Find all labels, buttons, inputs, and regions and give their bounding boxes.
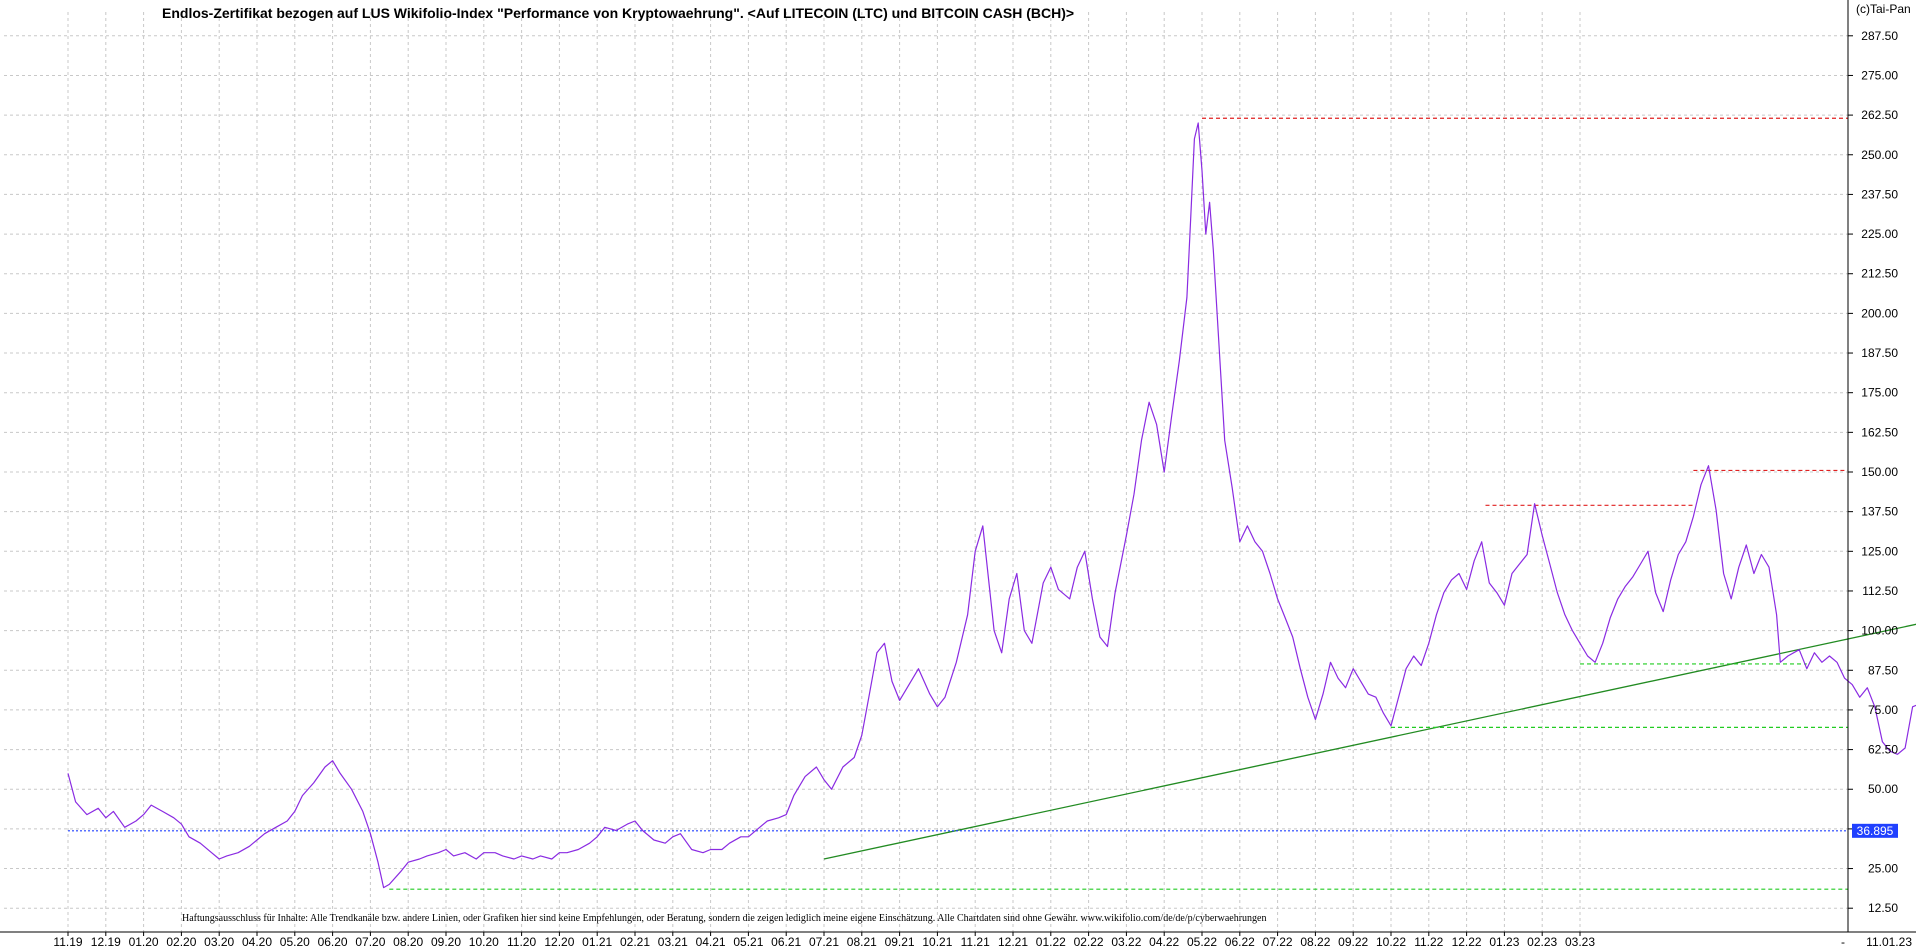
x-tick-label: 08.21 bbox=[847, 935, 877, 949]
y-tick-label: 225.00 bbox=[1861, 227, 1898, 241]
y-tick-label: 12.50 bbox=[1868, 901, 1898, 915]
y-tick-label: 150.00 bbox=[1861, 465, 1898, 479]
x-tick-label: 08.20 bbox=[393, 935, 423, 949]
y-tick-label: 237.50 bbox=[1861, 187, 1898, 201]
grid bbox=[4, 12, 1848, 932]
x-tick-label: 03.21 bbox=[658, 935, 688, 949]
y-tick-label: 50.00 bbox=[1868, 782, 1898, 796]
x-tick-label: 12.21 bbox=[998, 935, 1028, 949]
x-tick-label: 12.20 bbox=[544, 935, 574, 949]
y-tick-label: 175.00 bbox=[1861, 386, 1898, 400]
price-line bbox=[67, 122, 1916, 889]
x-axis-ticks: 11.19 12.19 01.20 02.20 03.20 04.20 05.20 06.20… bbox=[53, 932, 1912, 949]
x-tick-label: 02.21 bbox=[620, 935, 650, 949]
x-tick-label: 07.22 bbox=[1263, 935, 1293, 949]
x-tick-label: 05.22 bbox=[1187, 935, 1217, 949]
x-tick-label: 12.19 bbox=[91, 935, 121, 949]
x-tick-label: 05.21 bbox=[733, 935, 763, 949]
x-tick-label: 01.23 bbox=[1489, 935, 1519, 949]
x-tick-label: 06.22 bbox=[1225, 935, 1255, 949]
copyright: (c)Tai-Pan bbox=[1856, 2, 1911, 16]
x-tick-label: 11.20 bbox=[507, 935, 536, 949]
x-tick-label: 12.22 bbox=[1452, 935, 1482, 949]
x-tick-label: 10.22 bbox=[1376, 935, 1406, 949]
x-tick-label: 09.22 bbox=[1338, 935, 1368, 949]
y-tick-label: 162.50 bbox=[1861, 425, 1898, 439]
x-tick-label: 02.23 bbox=[1527, 935, 1557, 949]
x-tick-label: 05.20 bbox=[280, 935, 310, 949]
x-tick-label: 06.21 bbox=[771, 935, 801, 949]
x-tick-label: 09.21 bbox=[885, 935, 915, 949]
y-tick-label: 87.50 bbox=[1868, 663, 1898, 677]
last-value-label: 36.895 bbox=[1857, 824, 1894, 838]
y-tick-label: 75.00 bbox=[1868, 703, 1898, 717]
x-tick-label: 06.20 bbox=[318, 935, 348, 949]
y-axis-ticks: 287.50 275.00 262.50 250.00 237.50 225.00 212.… bbox=[1848, 29, 1898, 915]
x-tick-label: 08.22 bbox=[1300, 935, 1330, 949]
x-tick-label: 09.20 bbox=[431, 935, 461, 949]
series-line bbox=[67, 122, 1916, 889]
last-value-label-group: 36.895 bbox=[1852, 823, 1898, 838]
x-end-label: 11.01.23 bbox=[1866, 935, 1912, 949]
level-lines bbox=[68, 117, 1916, 890]
y-tick-label: 187.50 bbox=[1861, 346, 1898, 360]
x-tick-label: 04.20 bbox=[242, 935, 272, 949]
y-tick-label: 262.50 bbox=[1861, 108, 1898, 122]
x-tick-label: 11.22 bbox=[1414, 935, 1443, 949]
x-tick-label: 10.21 bbox=[922, 935, 952, 949]
y-tick-label: 125.00 bbox=[1861, 544, 1898, 558]
x-tick-label: 07.20 bbox=[355, 935, 385, 949]
y-tick-label: 275.00 bbox=[1861, 68, 1898, 82]
chart-title: Endlos-Zertifikat bezogen auf LUS Wikifo… bbox=[162, 5, 1075, 21]
x-tick-label: 03.20 bbox=[204, 935, 234, 949]
y-tick-label: 287.50 bbox=[1861, 29, 1898, 43]
y-tick-label: 250.00 bbox=[1861, 148, 1898, 162]
last-value-badge bbox=[1852, 823, 1898, 838]
x-tick-label: 11.19 bbox=[53, 935, 82, 949]
x-tick-label: 10.20 bbox=[469, 935, 499, 949]
y-tick-label: 212.50 bbox=[1861, 267, 1898, 281]
disclaimer: Haftungsausschluss für Inhalte: Alle Tre… bbox=[182, 913, 1267, 924]
y-tick-label: 100.00 bbox=[1861, 624, 1898, 638]
y-tick-label: 112.50 bbox=[1862, 584, 1898, 598]
x-tick-label: 04.21 bbox=[696, 935, 726, 949]
y-tick-label: 62.50 bbox=[1868, 743, 1898, 757]
x-tick-label: 01.21 bbox=[582, 935, 612, 949]
y-tick-label: 25.00 bbox=[1868, 862, 1898, 876]
x-tick-label: 03.23 bbox=[1565, 935, 1595, 949]
x-tick-label: 03.22 bbox=[1111, 935, 1141, 949]
trendline bbox=[823, 623, 1916, 860]
x-tick-label: 01.20 bbox=[129, 935, 159, 949]
x-tick-label: 07.21 bbox=[809, 935, 839, 949]
y-tick-label: 137.50 bbox=[1861, 505, 1898, 519]
x-tick-label: 11.21 bbox=[961, 935, 990, 949]
x-tick-label: 02.22 bbox=[1074, 935, 1104, 949]
x-end-dash: - bbox=[1841, 935, 1845, 949]
x-tick-label: 04.22 bbox=[1149, 935, 1179, 949]
x-tick-label: 02.20 bbox=[166, 935, 196, 949]
y-tick-label: 200.00 bbox=[1861, 306, 1898, 320]
x-tick-label: 01.22 bbox=[1036, 935, 1066, 949]
